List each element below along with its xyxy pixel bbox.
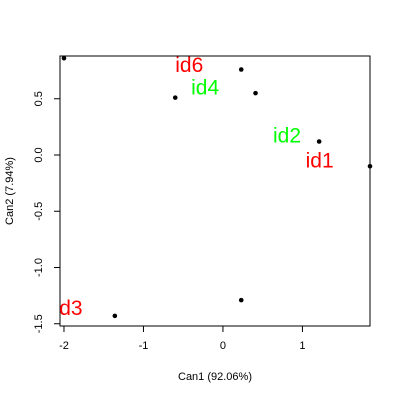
x-tick-label: 0: [220, 340, 226, 352]
point-label: id1: [306, 149, 334, 172]
y-tick-label: -0.5: [33, 202, 45, 221]
y-axis: -1.5 -1.0 -0.5 0.0 0.5: [33, 91, 60, 333]
data-point: [61, 55, 67, 61]
data-point: [253, 90, 258, 96]
y-tick-label: 0.0: [33, 147, 45, 162]
point-label: id2: [273, 125, 301, 148]
data-point: [238, 67, 244, 72]
data-point: [316, 139, 322, 144]
x-axis: -2 -1 0 1: [59, 326, 305, 352]
plot-frame: [59, 55, 371, 327]
point-label: id6: [175, 54, 203, 77]
x-tick-label: 1: [299, 340, 305, 352]
data-point: [112, 313, 118, 319]
y-axis-title: Can2 (7.94%): [4, 157, 16, 225]
point-label: d3: [59, 297, 82, 320]
y-tick-label: 0.5: [33, 91, 45, 106]
data-points: [61, 55, 373, 319]
x-tick-label: -2: [59, 340, 69, 352]
x-axis-title: Can1 (92.06%): [178, 371, 252, 383]
data-point: [172, 95, 178, 100]
data-point: [367, 163, 373, 169]
data-point: [238, 297, 244, 303]
y-tick-label: -1.0: [33, 258, 45, 277]
x-tick-label: -1: [139, 340, 149, 352]
y-tick-label: -1.5: [33, 314, 45, 333]
point-label: id4: [191, 76, 219, 99]
